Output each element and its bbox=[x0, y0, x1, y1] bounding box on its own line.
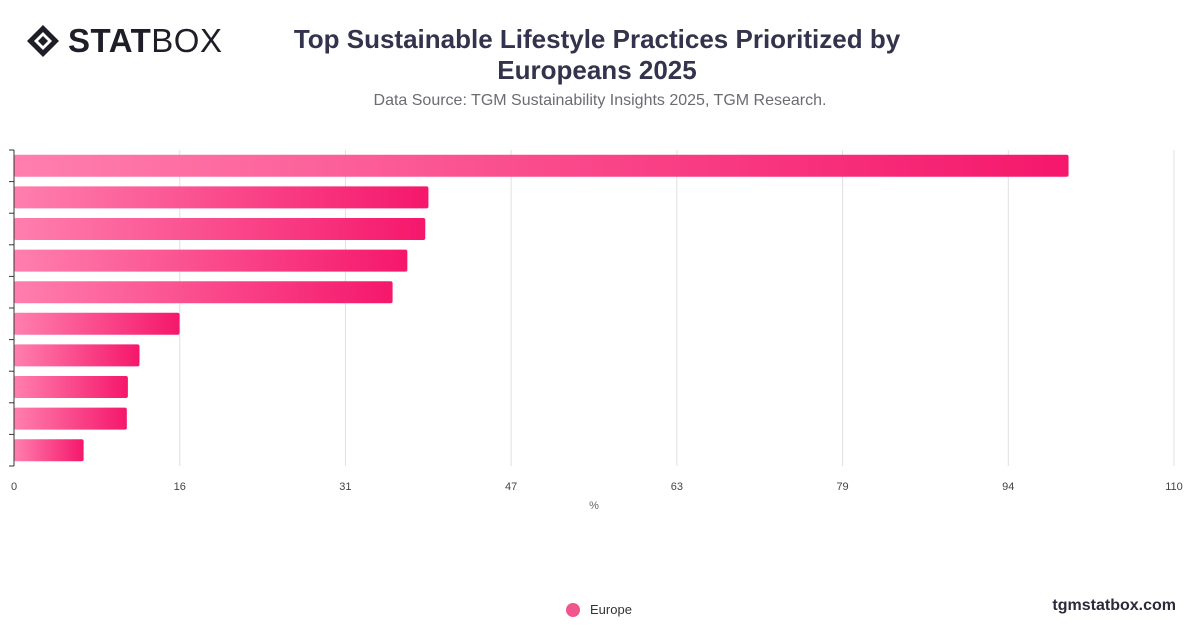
x-tick-label: 79 bbox=[836, 481, 848, 493]
axes bbox=[9, 149, 15, 467]
x-tick-label: 63 bbox=[671, 481, 683, 493]
bar[interactable] bbox=[14, 407, 127, 430]
bar[interactable] bbox=[14, 218, 426, 240]
chart-title: Top Sustainable Lifestyle Practices Prio… bbox=[293, 24, 901, 85]
bar[interactable] bbox=[14, 186, 429, 209]
bar-chart: 0 16 31 47 63 79 94 110 % bbox=[9, 149, 1183, 512]
x-tick-label: 47 bbox=[505, 481, 517, 493]
diamond-logo-icon bbox=[27, 25, 59, 57]
statbox-logo: STATBOX bbox=[26, 24, 222, 58]
legend-marker-europe bbox=[566, 602, 580, 617]
x-tick-label: 94 bbox=[1002, 481, 1014, 493]
x-tick-labels: 0 16 31 47 63 79 94 110 bbox=[11, 481, 1183, 493]
legend-label-europe: Europe bbox=[590, 602, 632, 617]
x-tick-label: 31 bbox=[339, 481, 351, 493]
legend[interactable]: Europe bbox=[566, 602, 632, 617]
x-tick-label: 110 bbox=[1165, 481, 1183, 493]
bar[interactable] bbox=[14, 344, 140, 367]
x-tick-label: 16 bbox=[174, 481, 186, 493]
logo-box-text: BOX bbox=[151, 22, 223, 59]
bar[interactable] bbox=[14, 439, 84, 462]
chart-subtitle: Data Source: TGM Sustainability Insights… bbox=[373, 92, 827, 109]
bar[interactable] bbox=[14, 154, 1069, 177]
logo-wordmark: STATBOX bbox=[68, 24, 222, 58]
x-tick-label: 0 bbox=[11, 481, 17, 493]
bar[interactable] bbox=[14, 249, 408, 272]
bar[interactable] bbox=[14, 312, 180, 335]
x-axis-label: % bbox=[589, 500, 599, 512]
bar[interactable] bbox=[14, 376, 128, 398]
footer-url[interactable]: tgmstatbox.com bbox=[1052, 597, 1176, 614]
bars bbox=[14, 154, 1069, 462]
bar[interactable] bbox=[14, 281, 393, 304]
logo-stat-text: STAT bbox=[68, 22, 152, 59]
